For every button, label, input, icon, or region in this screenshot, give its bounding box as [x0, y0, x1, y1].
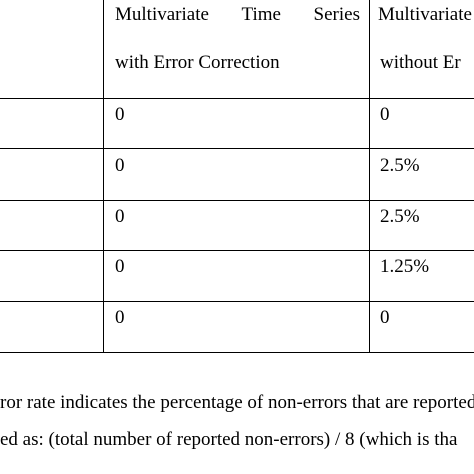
table-cell: 0 [115, 104, 125, 125]
table-row-divider [0, 148, 474, 149]
table-cell: 0 [115, 206, 125, 227]
table-cell: 0 [115, 307, 125, 328]
table-border-mid-col [369, 0, 370, 353]
header-col2-line2: without Er [380, 52, 461, 73]
table-cell: 0 [115, 256, 125, 277]
table-cell: 0 [115, 155, 125, 176]
footnote-line-2: ed as: (total number of reported non-err… [0, 429, 458, 450]
table-row-divider [0, 250, 474, 251]
header-col1-line2: with Error Correction [115, 52, 280, 73]
header-col2-line1: Multivariate [378, 4, 472, 25]
table-row-divider [0, 301, 474, 302]
header-word: Multivariate [115, 4, 209, 25]
table-cell: 1.25% [380, 256, 430, 277]
header-col1-line1: Multivariate Time Series [115, 4, 360, 26]
table-cell: 0 [380, 104, 390, 125]
footnote-line-1: ror rate indicates the percentage of non… [0, 392, 474, 413]
table-row-divider [0, 200, 474, 201]
header-word: Series [313, 4, 360, 25]
table-cell: 2.5% [380, 155, 420, 176]
table-border-left-col [103, 0, 104, 353]
table-cell: 0 [380, 307, 390, 328]
table-row-divider [0, 98, 474, 99]
table-cell: 2.5% [380, 206, 420, 227]
header-word: Time [241, 4, 281, 25]
table-bottom-border [0, 352, 474, 353]
